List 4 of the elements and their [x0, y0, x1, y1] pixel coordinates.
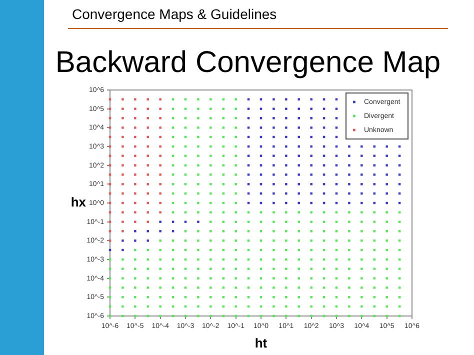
chart-title: Backward Convergence Map [54, 46, 442, 80]
text: Convergence Maps & Guidelines [72, 6, 277, 22]
y-axis-title: hx [70, 194, 87, 210]
x-axis-title: ht [254, 336, 268, 351]
